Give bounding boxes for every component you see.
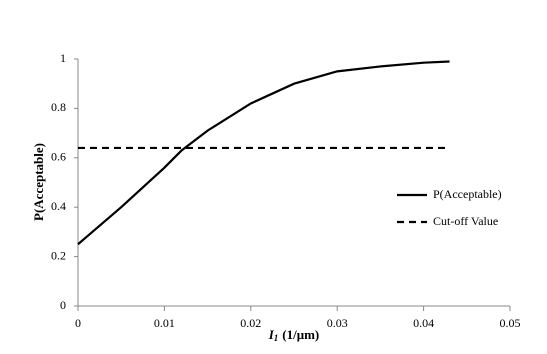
y-tick-label: 0.6 xyxy=(51,150,66,164)
x-tick-label: 0.01 xyxy=(154,316,175,330)
legend-label: P(Acceptable) xyxy=(433,187,502,201)
x-axis-label: I1 (1/μm) xyxy=(268,327,320,343)
x-tick-label: 0.02 xyxy=(240,316,261,330)
y-tick-label: 0.8 xyxy=(51,100,66,114)
y-tick-label: 1 xyxy=(60,51,66,65)
y-axis-label: P(Acceptable) xyxy=(31,143,46,221)
x-label-subscript: 1 xyxy=(274,333,279,343)
x-tick-label: 0.05 xyxy=(500,316,521,330)
y-tick-label: 0.4 xyxy=(51,199,66,213)
x-label-symbol: I xyxy=(268,327,275,342)
x-label-unit: (1/μm) xyxy=(282,327,319,342)
x-tick-label: 0.04 xyxy=(413,316,434,330)
y-tick-label: 0.2 xyxy=(51,248,66,262)
x-tick-label: 0 xyxy=(75,316,81,330)
legend-label: Cut-off Value xyxy=(433,214,498,228)
y-tick-label: 0 xyxy=(60,298,66,312)
x-tick-label: 0.03 xyxy=(327,316,348,330)
series-line xyxy=(77,60,450,246)
